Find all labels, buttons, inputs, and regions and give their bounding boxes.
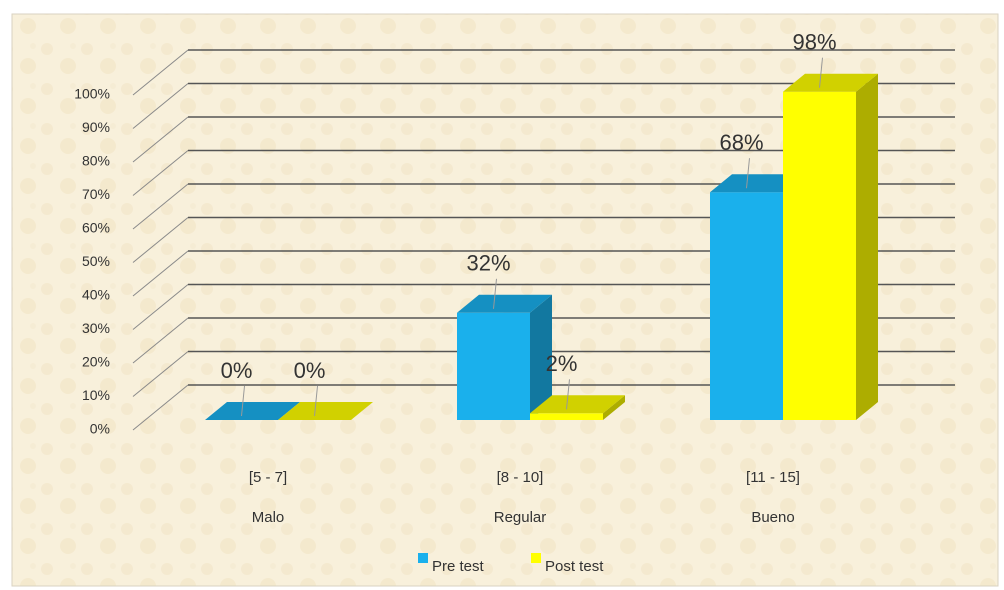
y-tick-label: 70% bbox=[82, 186, 110, 202]
bar-side bbox=[856, 73, 878, 420]
data-label: 68% bbox=[719, 130, 763, 155]
y-tick-label: 60% bbox=[82, 220, 110, 236]
y-tick-label: 20% bbox=[82, 354, 110, 370]
bar-side bbox=[530, 294, 552, 420]
data-label: 32% bbox=[466, 251, 510, 276]
y-tick-label: 10% bbox=[82, 387, 110, 403]
bar-top bbox=[457, 294, 552, 313]
x-group-label: Malo bbox=[252, 509, 285, 526]
grid-line-depth bbox=[132, 284, 189, 330]
legend-label: Post test bbox=[545, 558, 604, 575]
bar-side bbox=[603, 395, 625, 420]
y-tick-label: 30% bbox=[82, 320, 110, 336]
y-tick-label: 90% bbox=[82, 119, 110, 135]
y-tick-label: 50% bbox=[82, 253, 110, 269]
grid-line-depth bbox=[132, 116, 189, 163]
y-tick-label: 80% bbox=[82, 153, 110, 169]
data-label: 98% bbox=[792, 30, 836, 55]
bar-top bbox=[278, 402, 373, 420]
leader-line bbox=[314, 385, 318, 417]
grid-line-depth bbox=[132, 49, 189, 96]
x-tick-label: [11 - 15] bbox=[746, 469, 800, 486]
x-tick-label: [8 - 10] bbox=[497, 469, 544, 486]
bar-top bbox=[530, 395, 625, 414]
leader-line bbox=[241, 385, 245, 417]
data-label: 0% bbox=[221, 358, 253, 383]
bar-top bbox=[783, 73, 878, 92]
bar bbox=[783, 91, 856, 420]
grid-line-depth bbox=[132, 217, 189, 263]
bar-top bbox=[205, 402, 300, 420]
y-tick-label: 40% bbox=[82, 287, 110, 303]
data-label: 2% bbox=[546, 351, 578, 376]
grid-line-depth bbox=[132, 351, 189, 397]
grid-line-depth bbox=[132, 384, 189, 431]
grid-line-depth bbox=[132, 250, 189, 297]
x-group-label: Regular bbox=[494, 509, 547, 526]
grid-line-depth bbox=[132, 183, 189, 230]
grid-line-depth bbox=[132, 317, 189, 364]
y-tick-label: 0% bbox=[90, 421, 110, 437]
legend-swatch bbox=[531, 553, 541, 563]
leader-line bbox=[566, 379, 570, 410]
leader-line bbox=[493, 278, 497, 309]
leader-line bbox=[746, 158, 750, 189]
x-group-label: Bueno bbox=[751, 509, 794, 526]
y-tick-label: 100% bbox=[74, 86, 110, 102]
grid-line-depth bbox=[132, 150, 189, 196]
data-label: 0% bbox=[294, 358, 326, 383]
grid-line-depth bbox=[132, 83, 189, 129]
bar-top bbox=[710, 174, 805, 193]
bar bbox=[457, 312, 530, 420]
legend-swatch bbox=[418, 553, 428, 563]
leader-line bbox=[819, 57, 823, 88]
bar bbox=[530, 413, 603, 420]
bar bbox=[710, 192, 783, 420]
x-tick-label: [5 - 7] bbox=[249, 469, 287, 486]
legend-label: Pre test bbox=[432, 558, 485, 575]
